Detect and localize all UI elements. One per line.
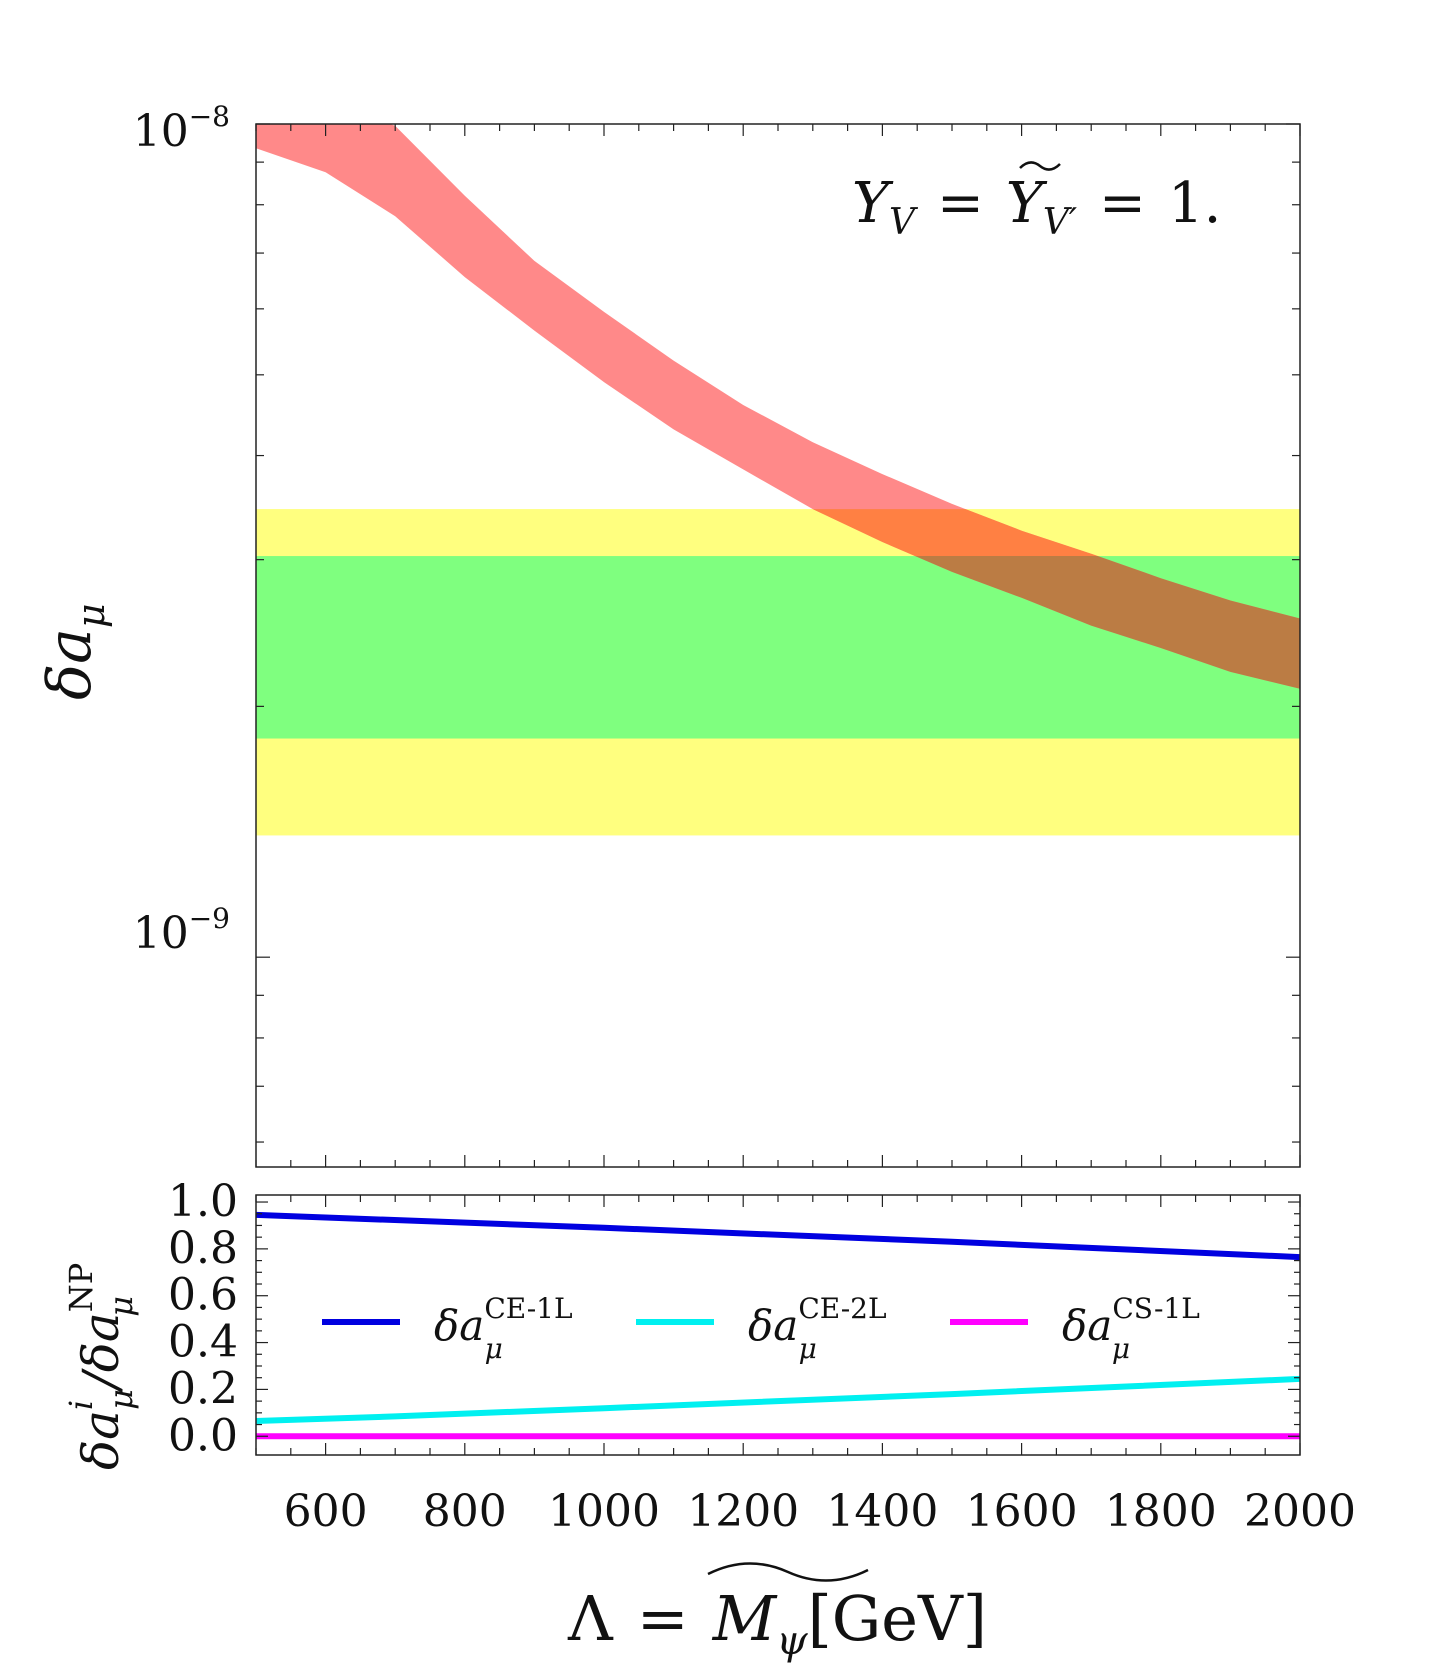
x-label-unit: [GeV] [808,1582,987,1655]
annotation-value: 1. [1168,171,1221,236]
annotation-rhs: Y [1006,171,1048,236]
legend-cs-1l-sub: μ [1112,1332,1130,1365]
top-ticks [255,123,1301,1167]
top-y-label-main: δa [35,628,105,700]
prediction-band-overlap-two-sigma [812,509,1098,557]
sigma-bands [256,509,1300,836]
y-tick-base-1e-8: 10 [133,106,189,157]
line-ce-1l [256,1211,1300,1261]
tilde-icon [1019,161,1061,171]
y-tick-label: 0.6 [168,1270,238,1321]
x-tick-label: 1800 [1105,1486,1217,1537]
annotation-eq2: = [1099,171,1146,236]
x-tick-label: 600 [284,1486,368,1537]
x-tick-label: 1400 [826,1486,938,1537]
y-tick-label: 0.2 [168,1363,238,1414]
bottom-panel: 0.00.20.40.60.81.0 600 800 1000 1200 1400 160… [62,1176,1356,1664]
tilde-icon [707,1562,869,1582]
fraction-lines [256,1211,1300,1440]
y-tick-label: 0.4 [168,1317,238,1368]
x-tick-label: 2000 [1244,1486,1356,1537]
x-label-eq: = [637,1582,689,1655]
bottom-y-label-den-sub: μ [102,1296,140,1317]
bottom-y-label-den-sup: NP [62,1263,100,1313]
annotation-eq1: = [937,171,984,236]
x-label-var: M [712,1582,778,1655]
y-tick-label: 0.8 [168,1223,238,1274]
bottom-y-label-sub: μ [102,1389,140,1410]
x-tick-label: 1600 [966,1486,1078,1537]
top-y-label-sub: μ [69,603,113,628]
y-tick-label-1e-9: 10−9 [133,902,230,959]
legend-ce-2l-sup: CE-2L [798,1292,886,1325]
top-y-axis-label: δaμ [35,603,113,700]
annotation-lhs-sub: V [889,202,919,243]
bottom-y-label-main: δa [72,1410,130,1470]
legend-label-ce-2l: δaCE-2L μ [748,1292,887,1365]
line-ce-2l [256,1375,1300,1424]
annotation-text: YV = YV′ = 1. [852,171,1221,243]
legend: δaCE-1L μ δaCE-2L μ δaCS-1L μ [322,1292,1200,1365]
legend-ce-2l-main: δa [748,1301,798,1350]
y-tick-exp-1e-8: −8 [189,100,230,133]
coupling-annotation: YV = YV′ = 1. [852,161,1221,243]
x-tick-label: 1000 [548,1486,660,1537]
legend-cs-1l-sup: CS-1L [1112,1292,1200,1325]
bottom-y-label-den: /δa [72,1312,130,1393]
legend-cs-1l-main: δa [1062,1301,1112,1350]
bottom-y-tick-labels: 0.00.20.40.60.81.0 [168,1176,238,1461]
bottom-y-axis-label: δaiμ/δaNPμ [62,1263,140,1470]
annotation-lhs: Y [852,171,894,236]
legend-label-ce-1l: δaCE-1L μ [434,1292,573,1365]
prediction-bands [256,124,1300,689]
legend-ce-1l-main: δa [434,1301,484,1350]
y-tick-exp-1e-9: −9 [189,902,230,935]
y-tick-label: 0.0 [168,1410,238,1461]
top-panel: 10−8 10−9 δaμ YV = YV′ = 1. [35,100,1301,1168]
legend-label-cs-1l: δaCS-1L μ [1062,1292,1200,1365]
x-tick-label: 1200 [687,1486,799,1537]
bottom-y-label-sup: i [62,1400,100,1410]
x-label-lhs: Λ [567,1582,614,1655]
prediction-band-overlap-one-sigma [915,556,1300,689]
x-tick-label: 800 [423,1486,507,1537]
x-tick-labels: 600 800 1000 1200 1400 1600 1800 2000 [284,1486,1356,1537]
y-tick-base-1e-9: 10 [133,908,189,959]
legend-ce-1l-sup: CE-1L [484,1292,572,1325]
y-tick-label-1e-8: 10−8 [133,100,230,157]
annotation-rhs-sub: V′ [1043,202,1077,243]
y-tick-label: 1.0 [168,1176,238,1227]
legend-ce-1l-sub: μ [485,1332,503,1365]
bottom-ticks [255,1195,1301,1455]
x-label-sub: ψ [776,1618,808,1664]
x-axis-label: Λ = Mψ[GeV] [567,1582,987,1664]
legend-ce-2l-sub: μ [799,1332,817,1365]
